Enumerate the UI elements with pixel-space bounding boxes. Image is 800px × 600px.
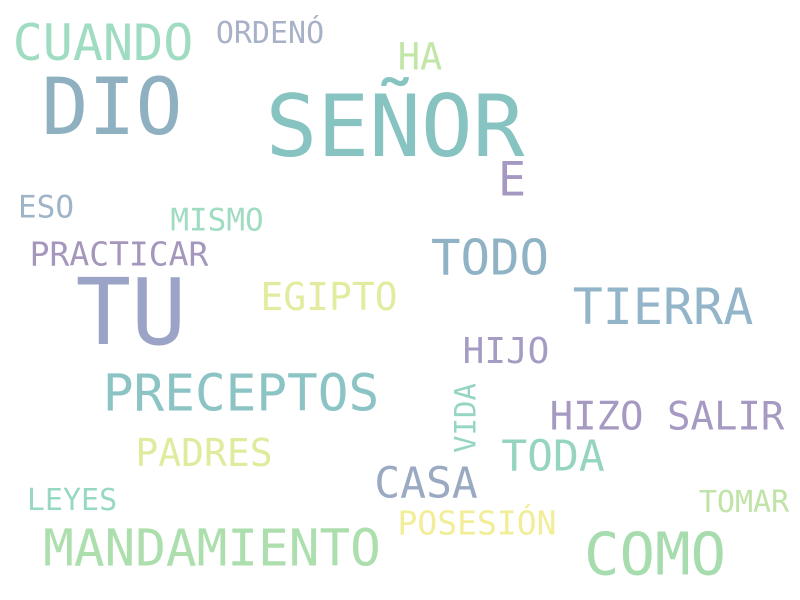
word-casa: CASA bbox=[374, 458, 478, 509]
word-dio: DIO bbox=[41, 63, 183, 153]
word-toda: TODA bbox=[501, 431, 605, 482]
word-posesion: POSESIÓN bbox=[397, 503, 557, 543]
word-hizo-salir: HIZO SALIR bbox=[549, 394, 785, 440]
word-tu: TU bbox=[75, 259, 187, 366]
word-hijo: HIJO bbox=[462, 331, 550, 372]
word-vida: VIDA bbox=[448, 383, 483, 453]
word-mismo: MISMO bbox=[170, 202, 264, 239]
word-eso: ESO bbox=[18, 189, 74, 226]
word-ha: HA bbox=[397, 35, 443, 79]
word-ordeno: ORDENÓ bbox=[215, 16, 325, 51]
word-todo: TODO bbox=[430, 229, 550, 287]
word-preceptos: PRECEPTOS bbox=[102, 364, 380, 424]
word-leyes: LEYES bbox=[26, 483, 118, 518]
word-senor: SEÑOR bbox=[265, 77, 525, 177]
word-e: E bbox=[497, 152, 527, 208]
word-cuando: CUANDO bbox=[12, 14, 194, 72]
word-tierra: TIERRA bbox=[572, 278, 754, 336]
word-practicar: PRACTICAR bbox=[29, 234, 209, 274]
word-mandamiento: MANDAMIENTO bbox=[43, 519, 381, 579]
word-padres: PADRES bbox=[135, 431, 273, 475]
word-como: COMO bbox=[583, 519, 727, 589]
word-tomar: TOMAR bbox=[698, 485, 790, 520]
word-egipto: EGIPTO bbox=[260, 275, 398, 319]
